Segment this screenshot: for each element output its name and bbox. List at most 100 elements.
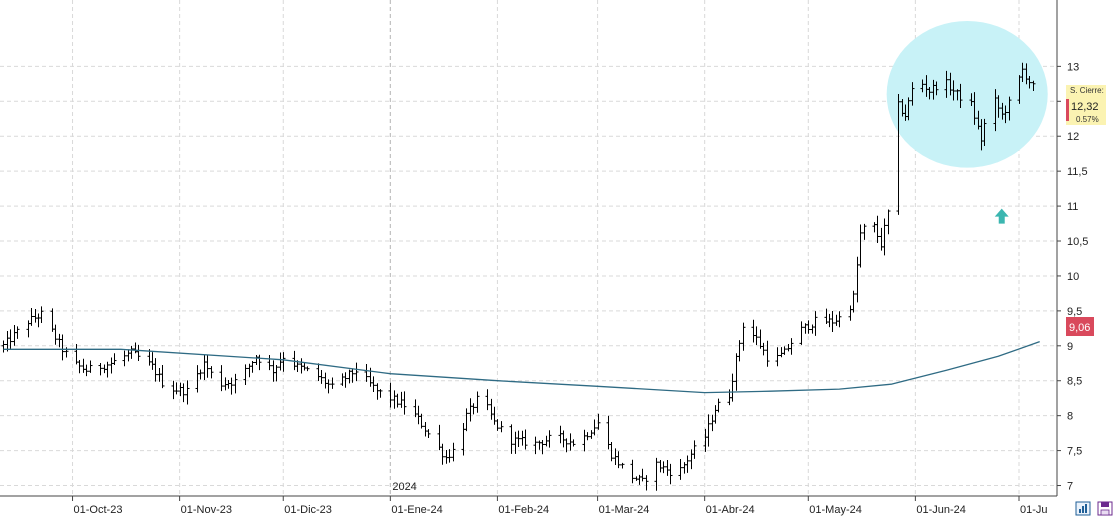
- ohlc-bar: [761, 342, 766, 356]
- ohlc-bar: [471, 403, 476, 415]
- ohlc-bar: [737, 340, 742, 362]
- ohlc-bar: [685, 455, 690, 473]
- x-axis-ticks: 01-Oct-23 01-Nov-23 01-Dic-23 01-Ene-24 01-F…: [72, 496, 1048, 516]
- ohlc-bar: [571, 439, 576, 447]
- x-tick-label: 01-Oct-23: [74, 504, 123, 516]
- ohlc-bar: [330, 377, 335, 389]
- ohlc-bar: [882, 218, 887, 256]
- ohlc-bar: [564, 438, 569, 453]
- ohlc-bar: [464, 408, 469, 432]
- ohlc-bar: [920, 79, 925, 93]
- ma-value-box: 9,06: [1066, 317, 1094, 336]
- ohlc-bar: [495, 419, 500, 431]
- ohlc-bar: [851, 290, 856, 313]
- ohlc-bar: [257, 354, 262, 371]
- ohlc-bar: [906, 97, 911, 121]
- ohlc-bar: [198, 369, 203, 380]
- y-tick-label: 11: [1067, 201, 1078, 213]
- x-tick-label: 01-Mar-24: [599, 504, 650, 516]
- ohlc-bar: [516, 430, 521, 448]
- last-close-marker: [1066, 99, 1069, 121]
- ohlc-bar: [153, 358, 158, 382]
- last-close-change: 0.57%: [1076, 115, 1099, 124]
- ohlc-bar: [765, 340, 770, 367]
- ohlc-bar: [1031, 80, 1036, 91]
- ohlc-bar: [547, 430, 552, 448]
- ohlc-bar: [592, 419, 597, 436]
- moving-average-line: [3, 340, 1040, 394]
- ohlc-bar: [858, 224, 863, 268]
- ohlc-bar: [326, 379, 331, 394]
- ohlc-bar: [440, 443, 445, 465]
- ohlc-bar: [706, 414, 711, 447]
- ohlc-bar: [205, 355, 210, 378]
- ohlc-bar: [451, 442, 456, 462]
- ohlc-bar: [972, 92, 977, 125]
- ohlc-bar: [15, 326, 20, 339]
- ohlc-bar: [281, 352, 286, 372]
- ohlc-bar: [609, 441, 614, 462]
- ohlc-bar: [129, 345, 134, 359]
- save-icon[interactable]: [1097, 501, 1113, 516]
- x-tick-label: 01-Nov-23: [181, 504, 232, 516]
- x-tick-label: 01-Abr-24: [706, 504, 755, 516]
- ma-value-box-bg: [1066, 317, 1094, 336]
- y-tick-label: 13: [1067, 61, 1079, 73]
- ohlc-bar: [402, 391, 407, 415]
- ohlc-bar: [813, 311, 818, 336]
- y-tick-label: 9,5: [1067, 306, 1082, 318]
- ohlc-bar: [806, 320, 811, 334]
- last-close-title: S. Cierre:: [1070, 86, 1104, 95]
- ohlc-bar: [996, 95, 1001, 118]
- ohlc-bar: [447, 449, 452, 463]
- arrow-up-icon: [994, 208, 1009, 224]
- last-close-box: S. Cierre: 12,32 0.57%: [1066, 85, 1106, 125]
- ohlc-bar: [1003, 105, 1008, 124]
- ohlc-bar: [77, 359, 82, 374]
- ohlc-bar: [754, 326, 759, 345]
- ohlc-bar: [343, 372, 348, 388]
- x-tick-label: 01-Feb-24: [498, 504, 549, 516]
- y-tick-label: 8: [1067, 411, 1073, 423]
- ohlc-bar: [499, 421, 504, 433]
- ohlc-bar: [84, 364, 89, 377]
- ohlc-bar: [875, 215, 880, 244]
- y-tick-label: 7: [1067, 481, 1073, 493]
- ohlc-bar: [122, 350, 127, 367]
- chart-type-icon[interactable]: [1075, 501, 1091, 516]
- ma-value: 9,06: [1069, 322, 1090, 334]
- y-tick-label: 11,5: [1067, 166, 1088, 178]
- y-tick-label: 8,5: [1067, 376, 1082, 388]
- ohlc-bar: [661, 461, 666, 474]
- ohlc-bar: [640, 468, 645, 482]
- y-tick-label: 9: [1067, 341, 1073, 353]
- ohlc-bar: [1, 340, 6, 353]
- year-marker: 2024: [389, 0, 417, 496]
- ohlc-bar: [243, 364, 248, 386]
- ohlc-bar: [1027, 75, 1032, 89]
- ohlc-bar: [644, 475, 649, 491]
- ohlc-bar: [523, 429, 528, 450]
- ohlc-bar: [395, 393, 400, 408]
- ohlc-bar: [233, 373, 238, 394]
- ohlc-bar: [837, 311, 842, 328]
- ohlc-bar: [934, 81, 939, 96]
- ohlc-bar: [910, 82, 915, 106]
- ohlc-bar: [620, 462, 625, 469]
- year-label: 2024: [392, 481, 416, 493]
- ohlc-bar: [927, 86, 932, 100]
- ohlc-bar: [958, 83, 963, 109]
- y-tick-label: 7,5: [1067, 446, 1082, 458]
- ohlc-bar: [136, 344, 141, 362]
- ohlc-bar: [716, 398, 721, 413]
- ohlc-bar: [596, 413, 601, 430]
- ohlc-bar: [830, 310, 835, 333]
- ohlc-bar: [799, 321, 804, 345]
- ohlc-bar: [944, 70, 949, 98]
- ohlc-bar: [630, 459, 635, 484]
- ohlc-bar: [112, 353, 117, 366]
- x-tick-label: 01-Dic-23: [284, 504, 332, 516]
- y-tick-label: 10,5: [1067, 236, 1088, 248]
- ohlc-bar: [678, 458, 683, 480]
- ohlc-bar: [692, 440, 697, 459]
